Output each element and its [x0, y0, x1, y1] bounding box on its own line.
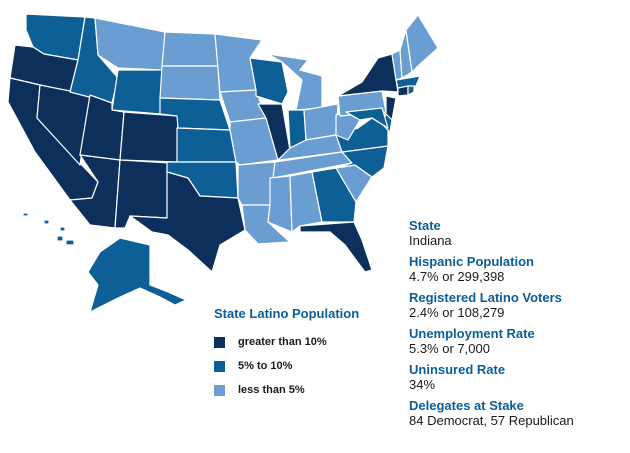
state-rhode-island[interactable] [407, 85, 415, 96]
state-info-panel: State Indiana Hispanic Population 4.7% o… [409, 218, 624, 434]
info-label: State [409, 218, 441, 233]
state-north-dakota[interactable] [161, 31, 219, 67]
state-connecticut[interactable] [397, 85, 409, 97]
info-label: Unemployment Rate [409, 326, 535, 341]
info-value: 34% [409, 377, 436, 392]
info-value: 2.4% or 108,279 [409, 305, 505, 320]
info-state: State Indiana [409, 218, 624, 249]
info-label: Delegates at Stake [409, 398, 524, 413]
legend-label: 5% to 10% [238, 360, 293, 372]
info-value: 4.7% or 299,398 [409, 269, 505, 284]
state-kansas[interactable] [176, 127, 237, 163]
legend-item: 5% to 10% [214, 359, 404, 373]
info-value: 5.3% or 7,000 [409, 341, 490, 356]
legend-label: greater than 10% [238, 336, 327, 348]
legend-swatch-mid [214, 360, 225, 372]
state-georgia[interactable] [311, 167, 357, 223]
legend-swatch-low [214, 384, 225, 396]
state-maryland[interactable] [345, 107, 389, 129]
state-texas[interactable] [129, 171, 246, 273]
legend-item: greater than 10% [214, 335, 404, 349]
state-ohio[interactable] [303, 103, 339, 141]
state-maine[interactable] [405, 14, 439, 73]
state-north-carolina[interactable] [335, 145, 389, 178]
state-montana[interactable] [94, 17, 166, 71]
state-new-york[interactable] [337, 53, 399, 97]
legend-title: State Latino Population [214, 306, 360, 321]
info-uninsured-rate: Uninsured Rate 34% [409, 362, 624, 393]
state-south-dakota[interactable] [159, 65, 221, 101]
legend-label: less than 5% [238, 384, 305, 396]
state-florida[interactable] [299, 221, 373, 273]
info-registered-voters: Registered Latino Voters 2.4% or 108,279 [409, 290, 624, 321]
info-label: Uninsured Rate [409, 362, 506, 377]
state-hawaii[interactable] [22, 212, 75, 246]
legend: State Latino Population greater than 10%… [214, 306, 404, 407]
legend-item: less than 5% [214, 383, 404, 397]
state-massachusetts[interactable] [395, 75, 421, 89]
state-alabama[interactable] [289, 171, 323, 233]
info-hispanic-population: Hispanic Population 4.7% or 299,398 [409, 254, 624, 285]
state-colorado[interactable] [119, 111, 179, 163]
info-delegates-at-stake: Delegates at Stake 84 Democrat, 57 Repub… [409, 398, 624, 429]
info-value: 84 Democrat, 57 Republican [409, 413, 574, 428]
info-label: Hispanic Population [409, 254, 534, 269]
legend-swatch-high [214, 336, 225, 348]
info-value: Indiana [409, 233, 452, 248]
info-unemployment-rate: Unemployment Rate 5.3% or 7,000 [409, 326, 624, 357]
state-mississippi[interactable] [267, 175, 293, 233]
state-wyoming[interactable] [111, 69, 163, 115]
info-label: Registered Latino Voters [409, 290, 562, 305]
state-alaska[interactable] [87, 237, 187, 313]
